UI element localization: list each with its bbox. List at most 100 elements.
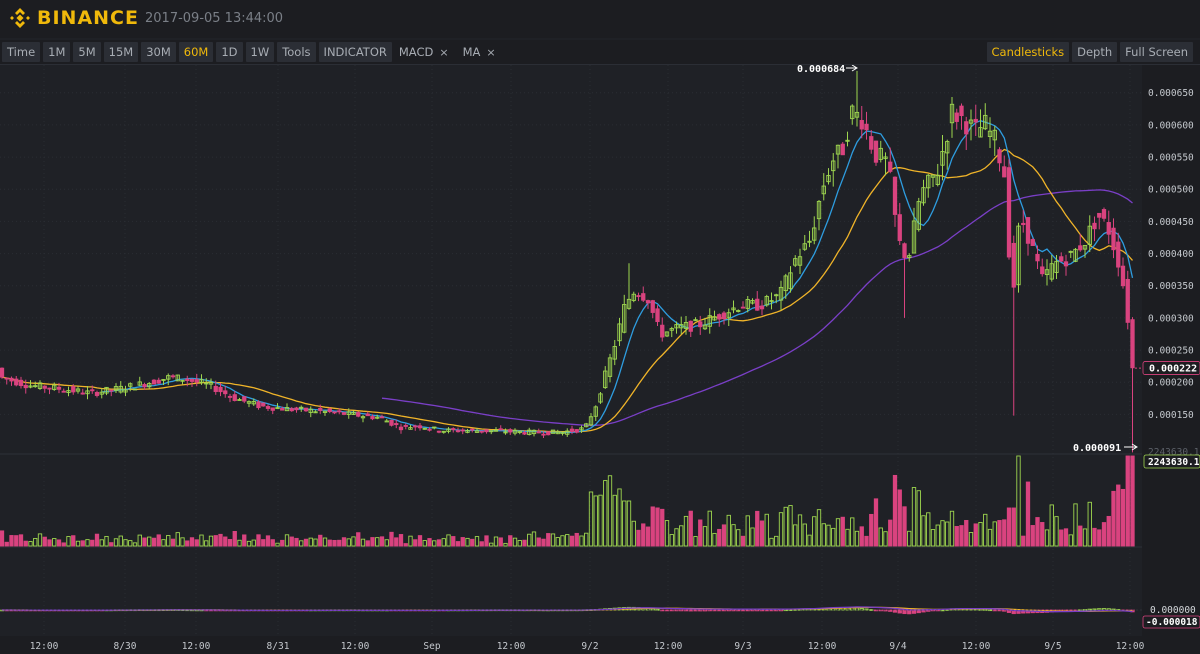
volume-bar	[864, 535, 869, 547]
volume-bar	[365, 540, 370, 547]
candle-body	[398, 426, 404, 431]
candle-body	[603, 370, 608, 389]
candle-body	[218, 386, 223, 393]
candle-body	[873, 140, 879, 163]
price-tick-label: 0.000300	[1148, 313, 1194, 324]
current-price-label: 0.000222	[1149, 364, 1197, 375]
candle-body	[1002, 166, 1007, 178]
candle-body	[465, 430, 470, 433]
full-screen-button[interactable]: Full Screen	[1120, 42, 1193, 62]
volume-bar	[213, 535, 218, 547]
volume-bar	[949, 510, 955, 547]
candlesticks-tab[interactable]: Candlesticks	[986, 42, 1070, 62]
candle-body	[446, 428, 451, 432]
candle-body	[992, 129, 997, 141]
volume-bar	[47, 539, 52, 547]
volume-bar	[375, 537, 380, 547]
volume-bar	[883, 531, 888, 547]
remove-macd-close-icon[interactable]: ×	[439, 45, 449, 59]
volume-bar	[959, 525, 964, 547]
candle-body	[360, 416, 366, 419]
macd-histogram-bar	[660, 609, 665, 612]
candle-body	[617, 323, 622, 342]
time-axis	[0, 636, 1200, 654]
candle-body	[588, 416, 594, 426]
candle-body	[370, 416, 375, 420]
volume-bar	[522, 539, 527, 547]
macd-histogram-bar	[992, 609, 997, 612]
price-chart[interactable]: 0.000650 0.000600 0.000550 0.000500 0.000450…	[0, 65, 1200, 654]
candle-body	[261, 402, 266, 407]
price-axis-ticks: 0.000650 0.000600 0.000550 0.000500 0.000450…	[1148, 88, 1194, 421]
candle-body	[99, 391, 104, 395]
candle-body	[180, 379, 185, 382]
candle-body	[835, 144, 841, 155]
volume-bar	[873, 498, 879, 547]
candle-body	[489, 430, 494, 433]
volume-bar	[28, 541, 33, 547]
depth-tab[interactable]: Depth	[1072, 42, 1118, 62]
volume-bar	[854, 530, 860, 547]
low-price-label: 0.000091	[1073, 443, 1121, 454]
interval-15m-button[interactable]: 15M	[103, 42, 139, 62]
tools-button[interactable]: Tools	[277, 42, 316, 62]
volume-bar	[379, 536, 385, 547]
candle-body	[859, 119, 864, 130]
indicator-macd-label[interactable]: MACD	[398, 45, 434, 59]
interval-5m-button[interactable]: 5M	[73, 42, 101, 62]
interval-1w-button[interactable]: 1W	[245, 42, 275, 62]
volume-bar	[750, 527, 755, 547]
volume-bar	[674, 528, 679, 547]
candle-body	[80, 392, 85, 395]
binance-logo[interactable]: BINANCE	[8, 6, 139, 30]
candle-body	[14, 378, 19, 386]
volume-bar	[1025, 481, 1031, 547]
time-tick-label: 8/30	[114, 641, 137, 652]
volume-bar	[512, 537, 518, 547]
candle-body	[565, 430, 570, 435]
interval-time-button[interactable]: Time	[2, 42, 41, 62]
indicator-ma-label[interactable]: MA	[462, 45, 481, 59]
candle-body	[698, 321, 703, 328]
candle-body	[726, 312, 731, 318]
candle-body	[840, 143, 845, 156]
interval-60m-button[interactable]: 60M	[178, 42, 214, 62]
volume-bar	[417, 535, 423, 547]
candle-body	[736, 310, 741, 312]
volume-bar	[983, 513, 988, 547]
indicator-button[interactable]: INDICATOR	[318, 42, 392, 62]
interval-30m-button[interactable]: 30M	[141, 42, 176, 62]
volume-bar	[318, 534, 323, 547]
candle-body	[1130, 319, 1135, 369]
remove-ma-close-icon[interactable]: ×	[486, 45, 496, 59]
price-tick-label: 0.000500	[1148, 185, 1194, 196]
volume-bar	[531, 531, 537, 547]
volume-bar	[888, 519, 893, 547]
volume-bar	[508, 535, 513, 547]
volume-bar	[688, 510, 693, 547]
volume-bar	[1101, 522, 1107, 547]
candle-body	[441, 430, 446, 433]
candle-body	[883, 156, 888, 160]
candle-body	[242, 396, 247, 402]
candle-body	[23, 384, 28, 389]
candle-body	[470, 428, 475, 431]
candle-body	[555, 431, 560, 435]
candle-body	[227, 395, 233, 398]
volume-bar	[370, 537, 375, 547]
candle-body	[964, 121, 969, 135]
volume-bar	[1049, 504, 1054, 547]
candle-body	[365, 413, 370, 417]
candle-body	[1030, 239, 1035, 247]
interval-1d-button[interactable]: 1D	[216, 42, 243, 62]
volume-bar	[322, 537, 328, 547]
volume-bar	[1016, 455, 1021, 547]
candle-body	[37, 382, 43, 389]
candle-body	[793, 258, 798, 266]
volume-bar	[284, 534, 290, 547]
volume-bar	[265, 535, 271, 547]
candle-body	[1063, 261, 1069, 267]
time-tick-label: 8/31	[267, 641, 290, 652]
candle-body	[413, 425, 418, 428]
interval-1m-button[interactable]: 1M	[43, 42, 71, 62]
